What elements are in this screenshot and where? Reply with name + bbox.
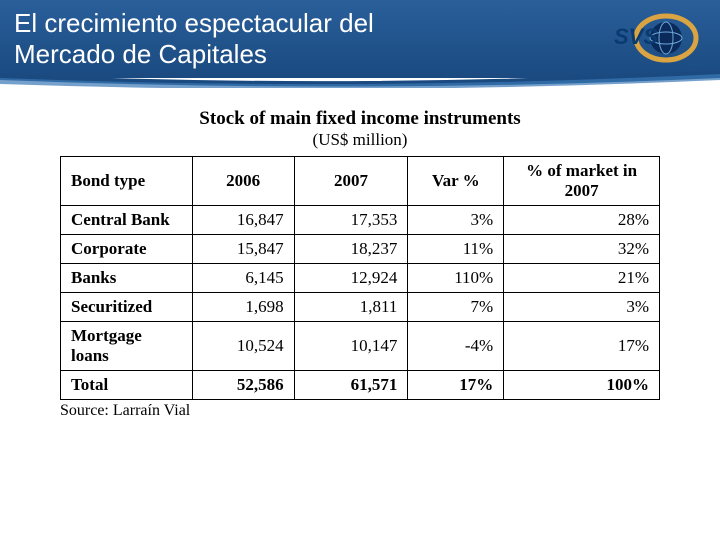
cell-2006: 10,524 xyxy=(192,322,294,371)
cell-2007: 18,237 xyxy=(294,235,408,264)
cell-bond-type: Securitized xyxy=(61,293,193,322)
table-row-total: Total 52,586 61,571 17% 100% xyxy=(61,371,660,400)
header-swoosh xyxy=(0,68,720,88)
cell-bond-type: Banks xyxy=(61,264,193,293)
cell-2007: 12,924 xyxy=(294,264,408,293)
cell-pctmkt: 17% xyxy=(504,322,660,371)
col-header-var: Var % xyxy=(408,157,504,206)
cell-pctmkt: 100% xyxy=(504,371,660,400)
fixed-income-table: Bond type 2006 2007 Var % % of market in… xyxy=(60,156,660,400)
cell-var: 17% xyxy=(408,371,504,400)
table-title: Stock of main fixed income instruments xyxy=(60,108,660,130)
cell-bond-type: Total xyxy=(61,371,193,400)
col-header-pctmkt: % of market in 2007 xyxy=(504,157,660,206)
table-row: Corporate 15,847 18,237 11% 32% xyxy=(61,235,660,264)
table-row: Mortgage loans 10,524 10,147 -4% 17% xyxy=(61,322,660,371)
cell-bond-type: Central Bank xyxy=(61,206,193,235)
cell-2006: 16,847 xyxy=(192,206,294,235)
cell-var: 11% xyxy=(408,235,504,264)
cell-2007: 17,353 xyxy=(294,206,408,235)
cell-bond-type: Corporate xyxy=(61,235,193,264)
cell-var: 3% xyxy=(408,206,504,235)
table-header-row: Bond type 2006 2007 Var % % of market in… xyxy=(61,157,660,206)
cell-2007: 1,811 xyxy=(294,293,408,322)
cell-pctmkt: 32% xyxy=(504,235,660,264)
col-header-2006: 2006 xyxy=(192,157,294,206)
table-row: Securitized 1,698 1,811 7% 3% xyxy=(61,293,660,322)
table-source: Source: Larraín Vial xyxy=(60,402,660,420)
cell-bond-type: Mortgage loans xyxy=(61,322,193,371)
cell-pctmkt: 28% xyxy=(504,206,660,235)
table-row: Banks 6,145 12,924 110% 21% xyxy=(61,264,660,293)
cell-2006: 1,698 xyxy=(192,293,294,322)
cell-2006: 52,586 xyxy=(192,371,294,400)
cell-var: 110% xyxy=(408,264,504,293)
cell-pctmkt: 21% xyxy=(504,264,660,293)
table-subtitle: (US$ million) xyxy=(60,130,660,150)
slide-header: El crecimiento espectacular del Mercado … xyxy=(0,0,720,78)
cell-pctmkt: 3% xyxy=(504,293,660,322)
slide-content: Stock of main fixed income instruments (… xyxy=(0,78,720,420)
svs-logo: SVS xyxy=(596,8,706,68)
slide-title: El crecimiento espectacular del Mercado … xyxy=(14,8,434,70)
col-header-bond-type: Bond type xyxy=(61,157,193,206)
table-row: Central Bank 16,847 17,353 3% 28% xyxy=(61,206,660,235)
cell-2006: 15,847 xyxy=(192,235,294,264)
cell-2006: 6,145 xyxy=(192,264,294,293)
cell-2007: 61,571 xyxy=(294,371,408,400)
cell-var: 7% xyxy=(408,293,504,322)
cell-2007: 10,147 xyxy=(294,322,408,371)
col-header-2007: 2007 xyxy=(294,157,408,206)
cell-var: -4% xyxy=(408,322,504,371)
logo-text-svg: SVS xyxy=(614,24,658,49)
